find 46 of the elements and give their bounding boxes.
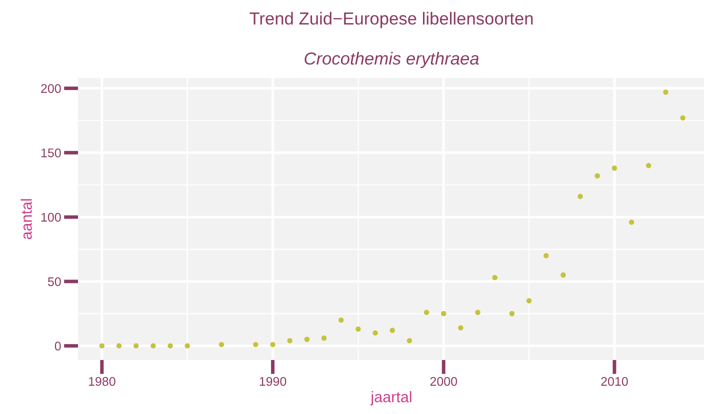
point: [133, 343, 139, 348]
point: [116, 343, 122, 348]
point: [680, 115, 686, 121]
y-tick-label: 0: [54, 342, 61, 350]
point: [287, 338, 292, 344]
point: [253, 342, 258, 348]
point: [646, 162, 652, 168]
point: [594, 173, 600, 178]
x-tick-label: 1990: [260, 376, 286, 386]
y-tick-label: 100: [41, 212, 61, 222]
point: [390, 328, 395, 333]
x-tick-label: 1980: [88, 376, 116, 386]
point: [441, 311, 446, 316]
y-tick-label: 50: [48, 277, 61, 286]
point: [458, 325, 464, 330]
point: [168, 343, 173, 348]
point: [578, 194, 583, 200]
chart-subtitle: Crocothemis erythraea: [304, 52, 479, 68]
point: [544, 253, 549, 258]
point: [99, 343, 105, 348]
point: [560, 272, 566, 278]
point: [338, 317, 344, 323]
x-tick-label: 2000: [430, 376, 458, 386]
point: [509, 311, 515, 316]
point: [475, 310, 480, 315]
point: [628, 220, 634, 225]
point: [304, 336, 310, 342]
point: [663, 90, 668, 95]
point: [372, 330, 378, 336]
point: [356, 326, 361, 332]
point: [321, 336, 327, 341]
point: [218, 342, 224, 348]
y-axis-title: aantal: [20, 199, 32, 240]
point: [184, 343, 190, 348]
x-axis-title: jaartal: [370, 391, 412, 406]
point: [526, 298, 532, 304]
point: [492, 274, 498, 280]
point: [270, 342, 276, 348]
x-tick-label: 2010: [601, 376, 628, 386]
y-tick-label: 150: [41, 148, 61, 158]
point: [406, 338, 412, 344]
chart-title: Trend Zuid−Europese libellensoorten: [250, 12, 533, 28]
point: [424, 310, 430, 315]
point: [612, 166, 618, 171]
y-tick-label: 200: [41, 84, 61, 93]
point: [150, 343, 156, 348]
